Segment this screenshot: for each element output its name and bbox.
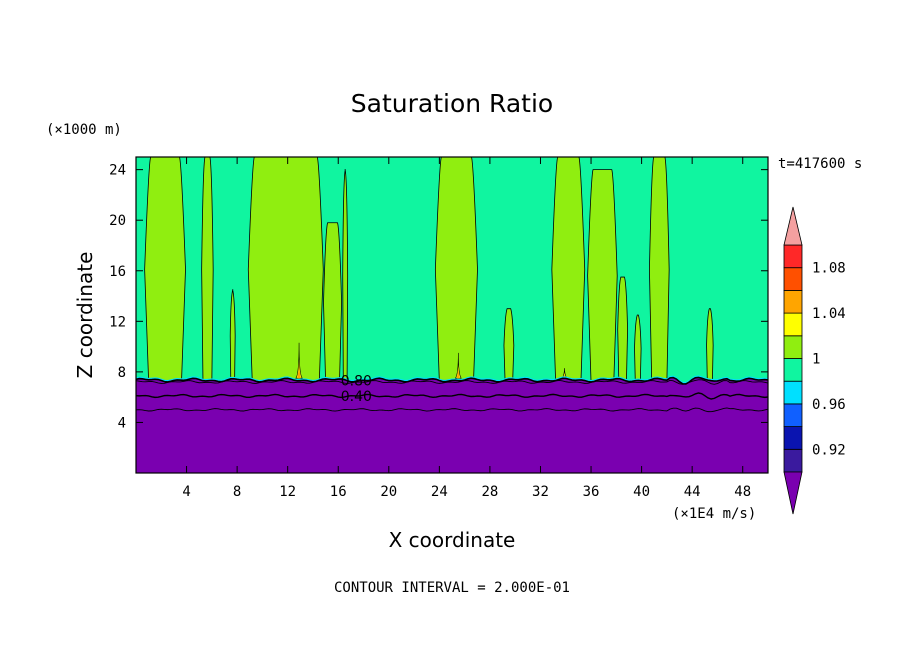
y-tick-label: 16 [109, 264, 126, 280]
colorbar-segment [783, 312, 803, 337]
isoline [136, 392, 768, 400]
plume-column [434, 157, 478, 383]
x-tick-label: 36 [583, 484, 600, 500]
colorbar-segment [783, 380, 803, 405]
y-axis-unit: (×1000 m) [46, 122, 122, 138]
y-tick-label: 24 [109, 163, 126, 179]
colorbar-segment [783, 448, 803, 473]
x-axis-ticks: 4 8 12 16 20 24 28 32 36 40 44 48 [182, 157, 751, 500]
x-axis-label: X coordinate [389, 528, 516, 552]
colorbar-segment [783, 244, 803, 269]
plume-column [649, 157, 670, 383]
colorbar-tick-label: 1.04 [812, 306, 846, 322]
contour-label: 0.80 [341, 374, 372, 390]
plot-frame [135, 156, 769, 474]
colorbar-tick-label: 0.96 [812, 397, 846, 413]
plume-column [229, 289, 236, 383]
colorbar: 0.92 0.96 1 1.04 1.08 [783, 206, 846, 515]
y-tick-label: 4 [118, 415, 126, 431]
x-tick-label: 24 [431, 484, 448, 500]
colorbar-tick-label: 0.92 [812, 442, 846, 458]
time-label: t=417600 s [778, 156, 862, 172]
isoline [136, 407, 768, 413]
colorbar-under-arrow [783, 471, 803, 515]
x-tick-label: 20 [380, 484, 397, 500]
y-tick-label: 20 [109, 213, 126, 229]
plume-column [247, 157, 324, 383]
saturation-spike [454, 352, 462, 379]
saturation-spike [295, 342, 303, 379]
interface-isoline [136, 376, 768, 385]
colorbar-segment [783, 289, 803, 314]
y-axis-label: Z coordinate [73, 252, 97, 379]
chart-title: Saturation Ratio [351, 89, 553, 118]
plume-column [617, 276, 628, 383]
x-tick-label: 12 [279, 484, 296, 500]
x-tick-label: 16 [330, 484, 347, 500]
plume-column [551, 157, 586, 383]
contour-interval-note: CONTOUR INTERVAL = 2.000E-01 [334, 580, 570, 596]
colorbar-tick-label: 1.08 [812, 261, 846, 277]
plume-column [323, 222, 342, 383]
plot-field: 0.800.40 [136, 157, 768, 473]
colorbar-segment [783, 335, 803, 359]
x-tick-label: 4 [182, 484, 190, 500]
x-tick-label: 44 [684, 484, 701, 500]
x-tick-label: 48 [734, 484, 751, 500]
plume-column [144, 157, 186, 383]
y-tick-label: 12 [109, 314, 126, 330]
y-axis-ticks: 4 8 12 16 20 24 [109, 163, 768, 431]
plume-column [342, 169, 349, 383]
x-axis-unit: (×1E4 m/s) [672, 506, 756, 522]
colorbar-segment [783, 267, 803, 291]
plume-column [634, 314, 642, 383]
plume-column [587, 169, 618, 383]
x-tick-label: 32 [532, 484, 549, 500]
contour-label: 0.40 [341, 389, 372, 405]
lower-field [136, 377, 768, 473]
colorbar-segment [783, 426, 803, 450]
colorbar-segment [783, 358, 803, 382]
colorbar-segment [783, 403, 803, 427]
plume-column [706, 308, 714, 383]
y-tick-label: 8 [118, 365, 126, 381]
x-tick-label: 8 [233, 484, 241, 500]
plume-column [201, 157, 214, 383]
colorbar-over-arrow [783, 206, 803, 246]
plume-column [503, 308, 515, 383]
saturation-spike-core [297, 365, 301, 379]
x-tick-label: 28 [481, 484, 498, 500]
saturation-spike-core [456, 369, 460, 379]
x-tick-label: 40 [633, 484, 650, 500]
colorbar-tick-label: 1 [812, 352, 820, 368]
isoline [136, 379, 768, 385]
